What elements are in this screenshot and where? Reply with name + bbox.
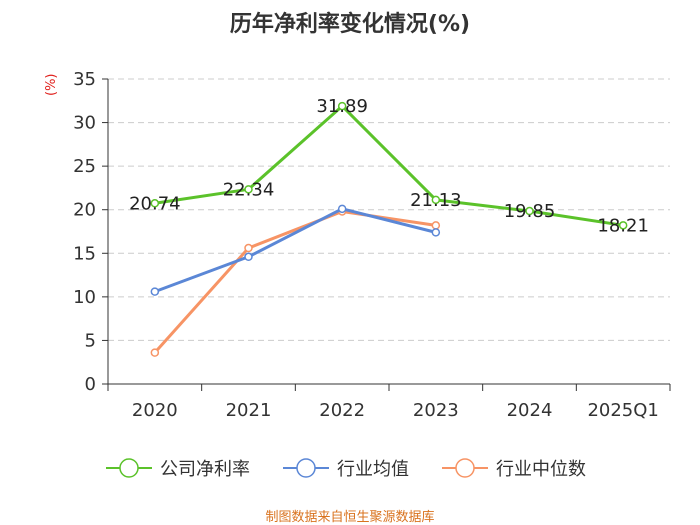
y-tick-label: 0 (85, 374, 96, 395)
data-point (150, 199, 160, 208)
x-tick-label: 2022 (319, 400, 365, 421)
y-tick-label: 25 (73, 156, 96, 177)
series-line (154, 104, 624, 227)
series-line (153, 209, 437, 354)
data-point (431, 221, 441, 230)
x-tick-label: 2023 (413, 400, 459, 421)
y-tick-label: 30 (73, 113, 96, 134)
y-tick-label: 15 (73, 243, 96, 264)
data-point (337, 204, 347, 214)
data-label: 31.89 (316, 96, 368, 117)
series-line (154, 207, 437, 294)
data-point (431, 228, 441, 237)
legend-label: 行业均值 (337, 459, 409, 480)
legend-swatch-marker (296, 458, 316, 478)
y-tick-label: 20 (73, 200, 96, 221)
data-label: 18.21 (597, 215, 649, 236)
x-tick-label: 2021 (226, 400, 272, 421)
y-tick-label: 35 (73, 69, 96, 90)
legend-swatch-marker (119, 458, 139, 478)
data-point (431, 195, 441, 205)
y-tick-label: 10 (73, 287, 96, 308)
y-tick-label: 5 (85, 330, 96, 351)
data-point (244, 185, 253, 194)
data-point (150, 287, 160, 296)
chart-title: 历年净利率变化情况(%) (229, 12, 471, 37)
x-tick-label: 2025Q1 (587, 400, 658, 421)
data-label: 22.34 (223, 179, 275, 200)
data-label: 20.74 (129, 193, 181, 214)
data-point (525, 206, 534, 216)
data-point (244, 252, 253, 262)
data-point (618, 221, 628, 230)
data-point (244, 243, 253, 253)
data-label: 19.85 (504, 201, 556, 222)
data-label: 21.13 (410, 190, 462, 211)
data-point (150, 348, 160, 357)
legend-label: 行业中位数 (496, 459, 586, 480)
legend-swatch-marker (455, 458, 475, 478)
x-tick-label: 2020 (132, 400, 178, 421)
x-tick-label: 2024 (507, 400, 553, 421)
data-point (337, 101, 347, 111)
legend-label: 公司净利率 (160, 459, 250, 480)
source-note: 制图数据来自恒生聚源数据库 (265, 510, 435, 525)
